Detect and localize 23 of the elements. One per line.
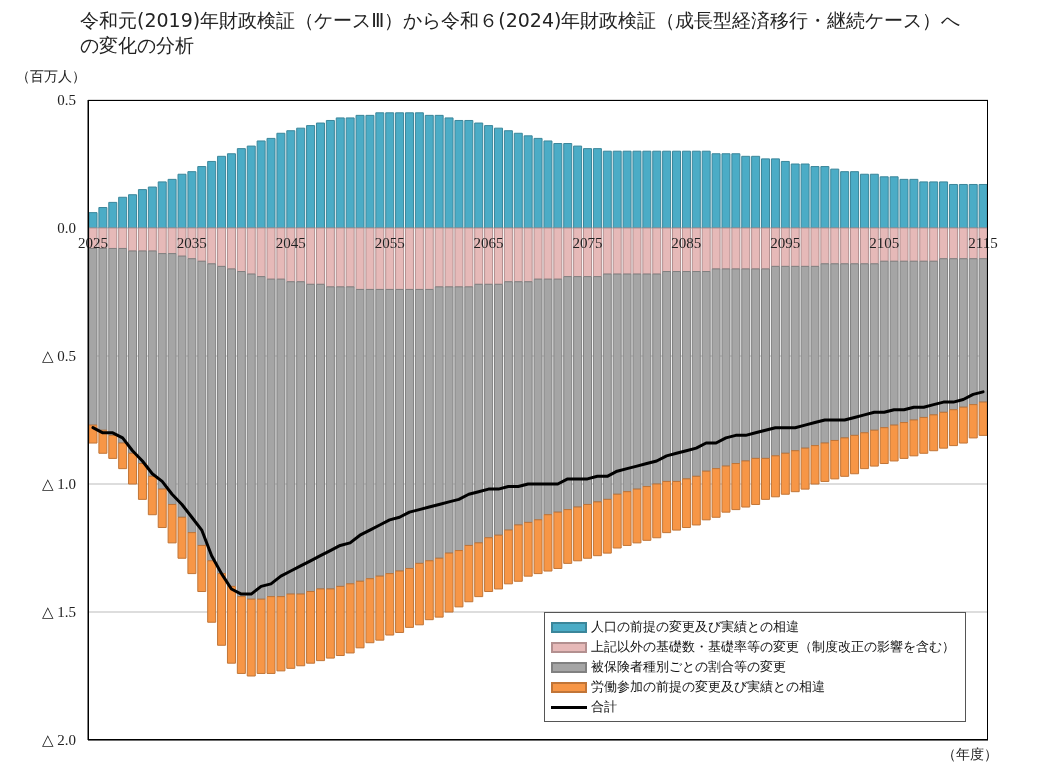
legend-label: 人口の前提の変更及び実績との相違 <box>591 618 799 636</box>
y-tick-label: 0.5 <box>57 92 76 108</box>
chart-title: 令和元(2019)年財政検証（ケースⅢ）から令和６(2024)年財政検証（成長型経済移行・継続ケース）への変化の分析 <box>79 8 962 58</box>
x-tick-label: 2105 <box>869 235 900 251</box>
y-tick-label: △ 1.5 <box>41 604 76 620</box>
line-series <box>91 390 985 596</box>
x-tick-label: 2095 <box>770 235 801 251</box>
x-tick-label: 2035 <box>176 235 207 251</box>
legend-label: 上記以外の基礎数・基礎率等の変更（制度改正の影響を含む） <box>591 638 955 656</box>
legend-label: 合計 <box>591 698 617 716</box>
x-tick-label: 2085 <box>671 235 702 251</box>
legend-label: 労働参加の前提の変更及び実績との相違 <box>591 678 825 696</box>
legend-label: 被保険者種別ごとの割合等の変更 <box>591 658 786 676</box>
x-axis-title: （年度） <box>942 746 998 764</box>
x-tick-label: 2055 <box>374 235 405 251</box>
y-axis-title: （百万人） <box>16 68 86 86</box>
y-tick-label: △ 2.0 <box>41 732 76 748</box>
y-tick-label: 0.0 <box>57 220 76 236</box>
x-tick-label: 2065 <box>473 235 504 251</box>
x-tick-label: 2075 <box>572 235 603 251</box>
y-tick-label: △ 0.5 <box>41 348 76 364</box>
x-tick-label: 2045 <box>275 235 306 251</box>
y-tick-label: △ 1.0 <box>41 476 76 492</box>
